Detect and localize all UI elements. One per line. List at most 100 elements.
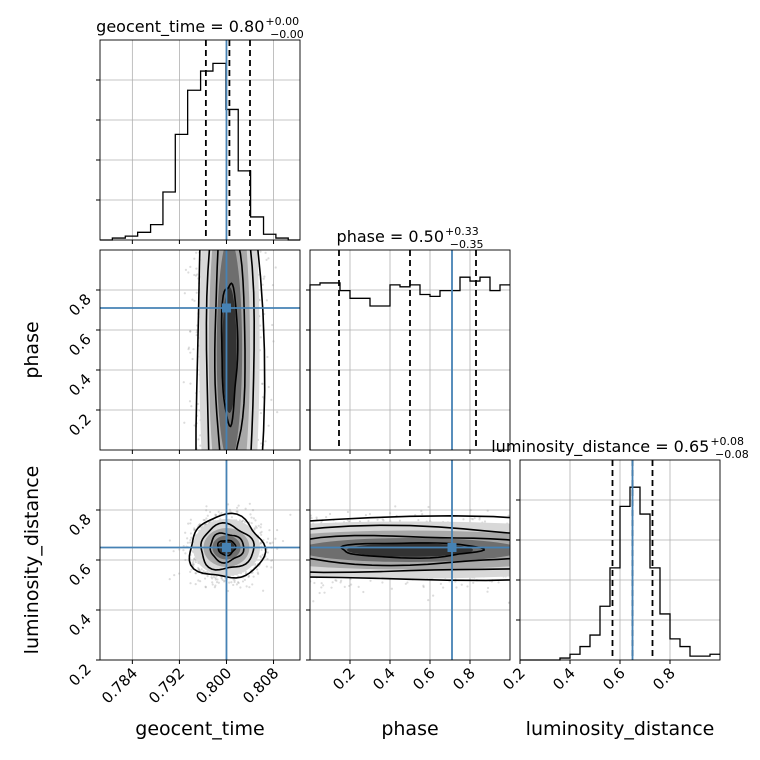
- title-geocent-time: geocent_time = 0.80+0.00 −0.00: [96, 15, 304, 41]
- x-tick-label: 0.6: [599, 664, 629, 694]
- scatter-point: [462, 518, 465, 521]
- scatter-point: [230, 581, 233, 584]
- histogram-luminosity_distance: [520, 486, 720, 661]
- scatter-point: [178, 548, 181, 551]
- scatter-point: [320, 586, 323, 589]
- scatter-point: [427, 505, 430, 509]
- scatter-point: [265, 541, 269, 544]
- scatter-point: [233, 579, 236, 582]
- scatter-point: [230, 516, 234, 519]
- scatter-point: [211, 583, 214, 586]
- scatter-point: [357, 585, 360, 588]
- scatter-point: [270, 566, 273, 569]
- scatter-point: [189, 265, 192, 268]
- scatter-point: [236, 506, 239, 509]
- scatter-point: [245, 585, 248, 588]
- scatter-point: [427, 598, 430, 602]
- scatter-point: [193, 424, 196, 427]
- ticks: 0.2 0.4 0.6 0.8 0.784 0.792 0.800 0.808 0.2 0.4 0.…: [65, 79, 679, 707]
- scatter-point: [310, 514, 312, 517]
- scatter-point: [189, 532, 193, 535]
- ylabel-phase: phase: [21, 321, 43, 378]
- x-tick-label: 0.808: [239, 664, 282, 707]
- scatter-point: [262, 539, 265, 542]
- grid-0-0: [100, 40, 300, 240]
- scatter-point: [398, 519, 402, 522]
- scatter-point: [259, 542, 262, 545]
- scatter-point: [193, 528, 196, 532]
- scatter-point: [376, 518, 379, 521]
- scatter-point: [258, 299, 261, 302]
- scatter-point: [178, 572, 181, 575]
- scatter-point: [320, 582, 323, 585]
- scatter-point: [253, 528, 256, 531]
- ylabel-luminosity-distance: luminosity_distance: [21, 466, 43, 655]
- scatter-point: [268, 529, 271, 532]
- scatter-point: [260, 530, 263, 533]
- scatter-point: [268, 542, 272, 545]
- y-tick-label: 0.8: [65, 290, 95, 320]
- scatter-point: [249, 513, 252, 516]
- scatter-point: [202, 569, 205, 573]
- scatter-point: [259, 531, 262, 535]
- histogram-step: [520, 486, 720, 661]
- scatter-point: [339, 581, 342, 584]
- scatter-point: [193, 257, 196, 260]
- scatter-point: [260, 548, 263, 552]
- scatter-point: [186, 541, 189, 544]
- x-tick-label: 0.4: [369, 664, 399, 694]
- scatter-point: [221, 578, 224, 582]
- scatter-point: [206, 514, 209, 517]
- scatter-point: [203, 577, 207, 580]
- scatter-point: [172, 550, 175, 553]
- scatter-point: [203, 519, 206, 522]
- scatter-point: [197, 566, 200, 570]
- scatter-point: [260, 442, 263, 445]
- scatter-point: [259, 556, 263, 559]
- scatter-point: [364, 513, 368, 517]
- scatter-point: [216, 578, 219, 581]
- scatter-point: [454, 580, 457, 583]
- scatter-point: [432, 594, 435, 597]
- scatter-point: [348, 584, 351, 588]
- panel-frame-1-1: [309, 249, 511, 451]
- scatter-point: [192, 560, 195, 563]
- y-tick-label: 0.2: [65, 410, 95, 440]
- scatter-point: [194, 561, 197, 564]
- scatter-point: [271, 323, 274, 327]
- scatter-point: [232, 583, 235, 587]
- scatter-point: [197, 438, 200, 441]
- scatter-point: [211, 581, 214, 584]
- scatter-point: [226, 589, 230, 593]
- scatter-point: [265, 258, 268, 261]
- scatter-point: [259, 336, 262, 339]
- scatter-point: [199, 580, 202, 583]
- x-tick-label: 0.2: [499, 664, 529, 694]
- scatter-point: [215, 581, 219, 584]
- scatter-point: [421, 513, 424, 516]
- x-tick-label: 0.8: [649, 664, 679, 694]
- xlabel-geocent-time: geocent_time: [135, 718, 264, 740]
- scatter-point: [248, 586, 251, 589]
- scatter-point: [228, 581, 231, 584]
- scatter-point: [274, 266, 277, 269]
- scatter-point: [202, 518, 205, 522]
- y-tick-label: 0.6: [65, 560, 95, 590]
- scatter-point: [182, 381, 185, 384]
- scatter-point: [271, 559, 274, 562]
- scatter-point: [289, 513, 292, 516]
- scatter-point: [195, 291, 198, 294]
- scatter-point: [197, 567, 200, 571]
- scatter-point: [251, 583, 254, 586]
- scatter-point: [259, 526, 262, 529]
- scatter-point: [184, 558, 187, 562]
- contour-line: [310, 534, 510, 567]
- scatter-point: [486, 590, 489, 593]
- scatter-point: [260, 523, 263, 526]
- scatter-point: [259, 411, 263, 415]
- scatter-point: [261, 382, 264, 385]
- scatter-point: [255, 526, 258, 529]
- scatter-point: [241, 520, 244, 523]
- scatter-point: [340, 579, 343, 582]
- x-tick-label: 0.792: [145, 664, 188, 707]
